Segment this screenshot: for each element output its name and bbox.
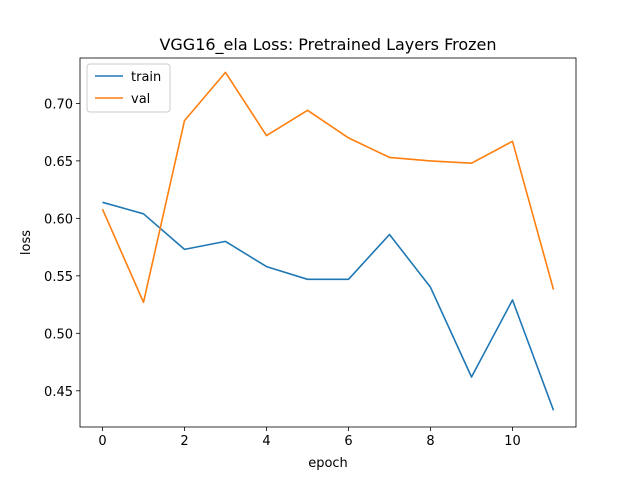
x-tick-label: 4	[262, 434, 270, 449]
y-tick-label: 0.50	[44, 327, 73, 342]
x-tick-label: 2	[180, 434, 188, 449]
x-tick-label: 10	[504, 434, 521, 449]
x-axis-ticks: 0 2 4 6 8 10	[98, 427, 521, 449]
x-axis-label: epoch	[308, 456, 348, 471]
y-axis-label: loss	[19, 230, 34, 255]
series-line-val	[101, 71, 555, 304]
legend: train val	[86, 63, 171, 113]
plot-lines	[101, 71, 555, 411]
y-tick-label: 0.60	[44, 212, 73, 227]
legend-label-train: train	[131, 70, 161, 85]
plot-frame	[79, 57, 577, 428]
y-axis-ticks: 0.45 0.50 0.55 0.60 0.65 0.70	[44, 97, 80, 400]
x-tick-label: 8	[426, 434, 434, 449]
y-tick-label: 0.65	[44, 155, 73, 170]
y-tick-label: 0.55	[44, 270, 73, 285]
x-tick-label: 0	[98, 434, 106, 449]
chart-title: VGG16_ela Loss: Pretrained Layers Frozen	[159, 35, 496, 55]
y-tick-label: 0.45	[44, 385, 73, 400]
x-tick-label: 6	[344, 434, 352, 449]
y-tick-label: 0.70	[44, 97, 73, 112]
series-line-train	[102, 201, 555, 411]
legend-label-val: val	[131, 92, 150, 107]
